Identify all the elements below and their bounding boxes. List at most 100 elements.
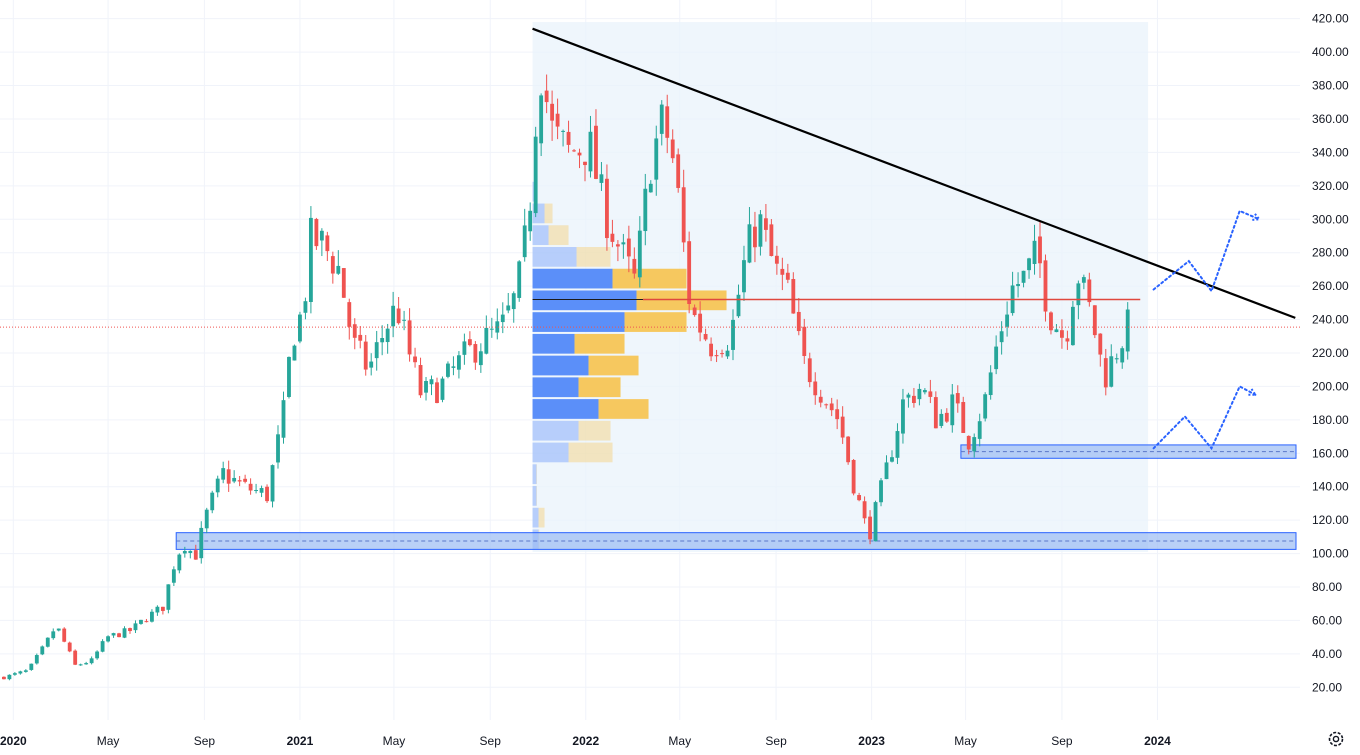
candle-body <box>221 468 226 480</box>
candle <box>1109 344 1114 388</box>
candle <box>270 464 275 508</box>
candle <box>917 383 922 406</box>
candle-body <box>319 230 324 241</box>
volume-bar-down <box>574 333 625 354</box>
candle <box>144 618 149 623</box>
candle-body <box>676 154 681 188</box>
candle <box>204 507 209 534</box>
candle-body <box>111 633 116 636</box>
candle <box>40 645 45 656</box>
candle <box>1070 300 1075 346</box>
volume-bar-up <box>532 464 537 485</box>
candle <box>78 663 83 666</box>
price-tick-label: 120.00 <box>1312 513 1349 527</box>
candle <box>210 490 215 514</box>
candle <box>911 387 916 408</box>
candle <box>594 109 598 180</box>
volume-bar-up <box>532 247 577 267</box>
candle-body <box>522 225 527 258</box>
candle-body <box>857 495 862 501</box>
descending-trendline <box>532 27 1296 319</box>
candle <box>906 392 911 408</box>
candle-body <box>742 260 746 293</box>
candle-body <box>177 554 182 571</box>
candle-body <box>243 478 248 482</box>
candle-body <box>495 321 500 333</box>
candle <box>336 250 341 275</box>
candle <box>232 470 237 484</box>
time-axis[interactable]: 2020 May Sep 2021 May Sep 2022 May Sep 2023 May Sep… <box>0 734 1171 748</box>
candle-body <box>429 379 434 385</box>
price-tick-label: 400.00 <box>1312 45 1349 59</box>
candle-body <box>747 224 752 263</box>
projection-path <box>1152 385 1257 451</box>
candle-body <box>692 307 697 316</box>
candle <box>703 328 708 342</box>
price-tick-label: 380.00 <box>1312 79 1349 93</box>
volume-bar-down <box>548 225 569 246</box>
candle-body <box>659 104 664 134</box>
candle <box>807 352 812 388</box>
candle-body <box>1098 333 1103 355</box>
time-tick-label: 2021 <box>287 734 314 748</box>
candle-body <box>835 409 840 420</box>
volume-bar-up <box>532 225 549 246</box>
candle <box>435 377 439 404</box>
volume-bar-up <box>532 355 589 376</box>
candle-body <box>824 404 829 406</box>
volume-bar-down <box>612 268 687 289</box>
candle-body <box>709 343 714 357</box>
candle-body <box>1125 309 1130 352</box>
projection-path <box>1152 209 1261 294</box>
candle <box>177 553 182 574</box>
time-tick-label: May <box>668 734 691 748</box>
candle-body <box>259 488 264 493</box>
candle-body <box>791 279 796 314</box>
candle <box>950 384 955 433</box>
volume-bar-down <box>578 377 621 398</box>
candle <box>550 90 555 141</box>
candle-body <box>122 628 127 638</box>
candle-body <box>950 394 955 426</box>
candle <box>846 436 851 465</box>
candle <box>325 231 330 262</box>
candle <box>407 308 412 362</box>
candle-body <box>862 501 867 519</box>
candle-body <box>281 400 286 438</box>
price-tick-label: 40.00 <box>1312 647 1342 661</box>
price-tick-label: 100.00 <box>1312 547 1349 561</box>
candle <box>857 492 862 502</box>
candle-body <box>160 606 165 611</box>
candle-body <box>34 655 39 664</box>
candle <box>276 425 280 469</box>
candle-body <box>583 161 587 166</box>
candle-body <box>736 294 741 317</box>
candle-body <box>254 490 259 492</box>
candle <box>714 349 719 363</box>
candle <box>451 356 456 376</box>
candle-body <box>780 268 785 275</box>
candle-body <box>961 402 966 433</box>
candle <box>944 408 949 423</box>
candle-body <box>917 388 922 400</box>
candle-body <box>763 218 768 230</box>
candle <box>391 291 396 338</box>
candle-body <box>204 509 209 529</box>
candle <box>774 245 779 275</box>
candle-body <box>539 95 544 144</box>
candle <box>29 663 34 671</box>
settings-gear-icon[interactable] <box>1326 729 1346 749</box>
candle <box>1081 274 1086 290</box>
candle-body <box>106 636 110 642</box>
candle-body <box>933 397 938 429</box>
candle-body <box>599 174 604 183</box>
candle <box>341 267 346 298</box>
candle-body <box>478 351 483 366</box>
candle-body <box>533 136 538 214</box>
price-axis[interactable]: 420.00 400.00 380.00 360.00 340.00 320.00 300.… <box>1312 12 1349 695</box>
candle-body <box>73 650 78 665</box>
candle-body <box>654 138 659 180</box>
candle-body <box>698 313 703 333</box>
candle <box>966 435 971 455</box>
